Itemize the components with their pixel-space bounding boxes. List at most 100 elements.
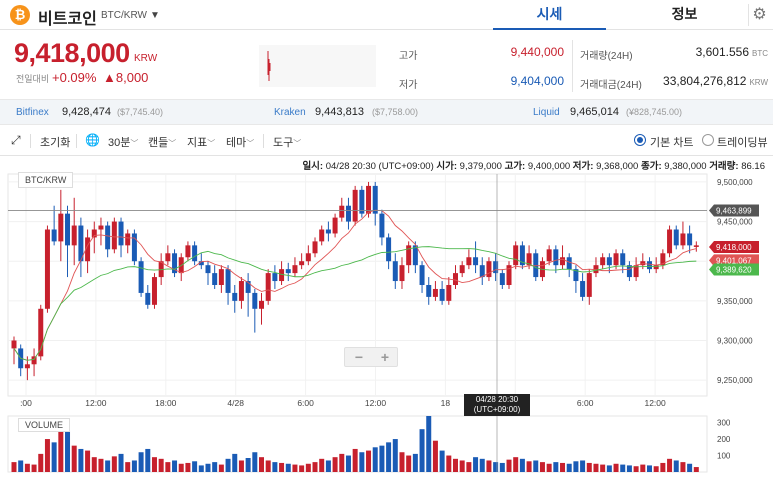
sparkline-graph — [267, 51, 271, 81]
volume-bar — [44, 439, 50, 472]
price-marker — [709, 240, 759, 253]
candle-body — [51, 229, 57, 242]
exchange-usd-bitfinex: ($7,745.40) — [117, 107, 164, 117]
theme-dropdown[interactable]: 테마﹀ — [226, 134, 254, 150]
x-tick-label: 12:00 — [365, 398, 387, 408]
reset-button[interactable]: 초기화 — [40, 137, 71, 149]
candle-body — [312, 241, 318, 254]
candle-body — [272, 273, 278, 282]
zoom-out-button[interactable]: − — [354, 349, 364, 365]
candle-body — [232, 292, 238, 301]
volume-number: 3,601.556 — [695, 45, 749, 59]
candle-body — [165, 253, 171, 262]
candle-body — [192, 245, 198, 262]
volume-bar — [131, 460, 137, 472]
tab-info[interactable]: 정보 — [671, 6, 698, 22]
bitcoin-logo-icon: ₿ — [10, 5, 30, 25]
zoom-in-button[interactable]: + — [380, 349, 390, 365]
volume-bar — [58, 422, 64, 472]
chevron-down-icon: ﹀ — [207, 139, 216, 148]
candle-body — [519, 245, 525, 266]
tab-market[interactable]: 시세 — [493, 0, 606, 30]
ohlc-high-label: 고가: — [504, 161, 526, 172]
candle-body — [506, 265, 512, 285]
volume-bar — [51, 442, 57, 472]
candle-body — [245, 281, 251, 293]
coin-name[interactable]: 비트코인 — [38, 11, 97, 28]
candle-body — [379, 213, 385, 238]
volume-bar — [580, 460, 586, 472]
volume-bar — [205, 463, 211, 472]
candle-body — [593, 265, 599, 274]
volume-bar — [332, 457, 338, 472]
y-tick-label: 9,250,000 — [717, 376, 753, 385]
candle-body — [279, 269, 285, 282]
candle-dropdown[interactable]: 캔들﹀ — [148, 134, 176, 150]
candle-body — [660, 253, 666, 266]
ma-slow-line — [13, 246, 697, 361]
indicator-dropdown[interactable]: 지표﹀ — [187, 134, 215, 150]
candle-body — [406, 245, 412, 266]
volume-bar — [419, 429, 425, 472]
chevron-down-icon: ﹀ — [130, 139, 139, 148]
exchange-price-liquid: 9,465,014 — [570, 106, 619, 118]
tradingview-label[interactable]: 트레이딩뷰 — [717, 137, 768, 149]
candle-body — [44, 229, 50, 309]
volume-bar — [38, 453, 44, 472]
volume-bar — [533, 460, 539, 472]
volume-bar — [626, 465, 632, 472]
exchange-name-kraken[interactable]: Kraken — [274, 107, 306, 118]
volume-bar — [586, 462, 592, 472]
candle-body — [105, 225, 111, 250]
candle-body — [546, 249, 552, 262]
chevron-down-icon[interactable]: ▼ — [150, 10, 160, 21]
volume-bar — [519, 458, 525, 472]
candle-body — [586, 273, 592, 297]
basic-chart-label[interactable]: 기본 차트 — [650, 137, 694, 149]
x-tick-label: 18 — [441, 398, 451, 408]
price-marker — [709, 204, 759, 217]
crosshair-tz: (UTC+09:00) — [473, 405, 521, 414]
candle-body — [493, 261, 499, 274]
top-bar: ₿ 비트코인 BTC/KRW ▼ 시세 정보 ⚙ — [0, 0, 773, 30]
interval-dropdown[interactable]: 30분﹀ — [108, 134, 138, 150]
ohlc-open: 9,379,000 — [459, 161, 502, 172]
amount-value: 33,804,276,812 KRW — [640, 74, 768, 88]
candle-body — [319, 229, 325, 242]
volume-bar — [312, 462, 318, 472]
volume-bar — [125, 462, 131, 472]
globe-icon[interactable]: 🌐 — [85, 133, 100, 147]
y-tick-label: 9,300,000 — [717, 337, 753, 346]
y-tick-label: 9,500,000 — [717, 178, 753, 187]
candle-body — [426, 285, 432, 297]
volume-bar — [151, 457, 157, 472]
volume-bar — [452, 458, 458, 472]
candle-body — [359, 189, 365, 214]
volume-bar — [65, 430, 71, 472]
exchange-name-liquid[interactable]: Liquid — [533, 107, 560, 118]
volume-bar — [359, 452, 365, 472]
volume-value: 3,601.556 BTC — [640, 45, 768, 59]
high-value: 9,440,000 — [510, 45, 564, 59]
volume-bar — [593, 463, 599, 472]
amount-unit: KRW — [749, 78, 768, 87]
candle-body — [78, 225, 84, 262]
gear-icon[interactable]: ⚙ — [748, 4, 770, 26]
ohlc-high: 9,400,000 — [527, 161, 571, 172]
crosshair-date: 04/28 20:30 — [475, 395, 519, 404]
exchange-name-bitfinex[interactable]: Bitfinex — [16, 107, 49, 118]
ohlc-low-label: 저가: — [572, 161, 594, 172]
tools-dropdown[interactable]: 도구﹀ — [273, 134, 301, 150]
volume-bar — [319, 458, 325, 472]
basic-chart-radio[interactable] — [634, 134, 646, 146]
price-chart[interactable]: 9,500,0009,450,0009,400,0009,350,0009,30… — [0, 170, 773, 478]
tradingview-radio[interactable] — [702, 134, 714, 146]
candle-body — [65, 213, 71, 246]
volume-bar — [606, 465, 612, 472]
expand-icon[interactable]: ⤢ — [11, 133, 21, 147]
volume-bar — [272, 462, 278, 472]
price-marker — [709, 263, 759, 276]
volume-bar — [212, 462, 218, 472]
coin-pair[interactable]: BTC/KRW — [101, 10, 147, 21]
candle-body — [366, 185, 372, 214]
